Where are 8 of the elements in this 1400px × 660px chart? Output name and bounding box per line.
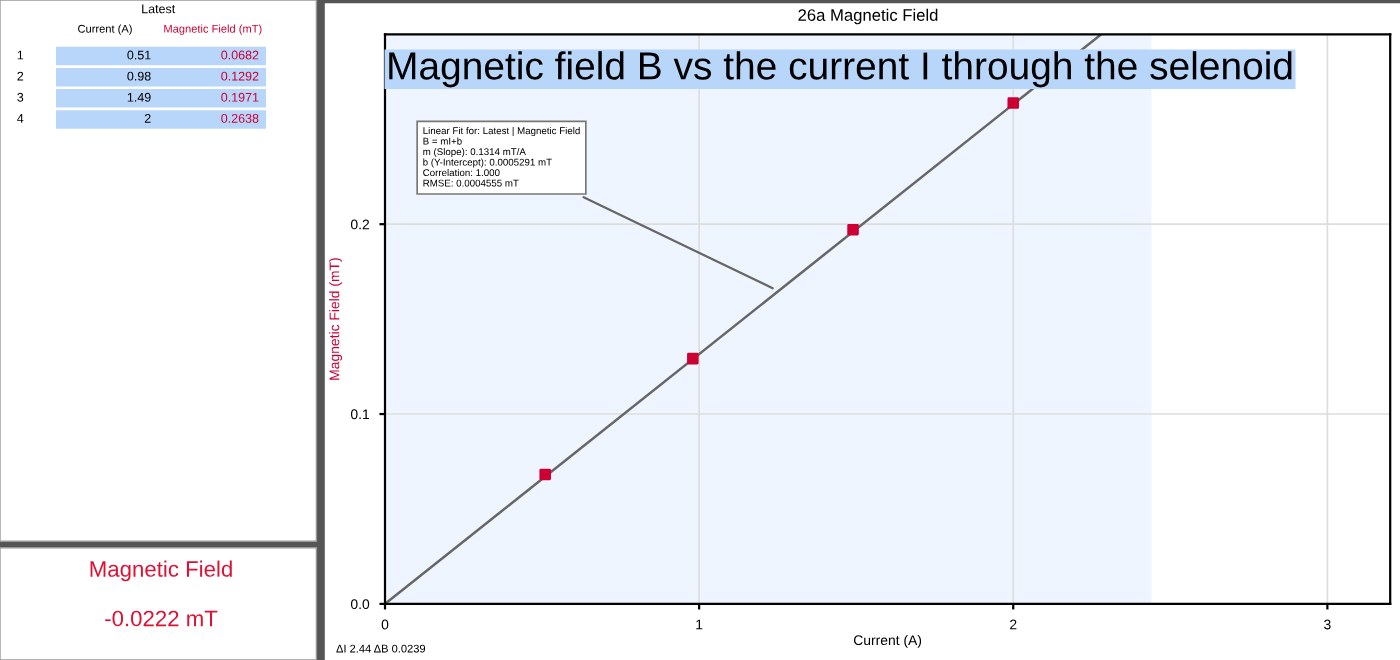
- annotation: Magnetic field B vs the current I through the selenoid: [389, 51, 1292, 88]
- point: [1007, 97, 1020, 109]
- text: -0.0222 mT: [105, 610, 218, 627]
- point: [847, 223, 859, 236]
- point: [687, 352, 699, 365]
- text: Magnetic Field: [90, 560, 232, 582]
- chart-title: 26a Magnetic Field: [798, 8, 938, 25]
- point: [539, 468, 551, 481]
